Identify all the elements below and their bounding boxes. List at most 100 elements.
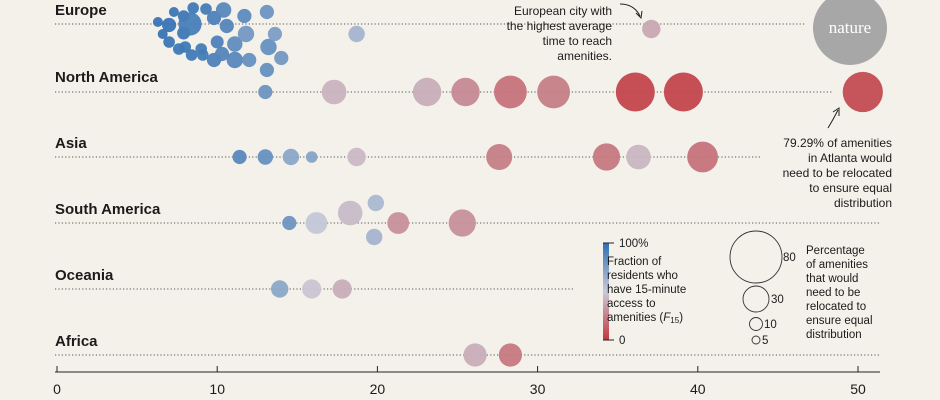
bubble-south-america-53 [337,200,363,226]
bubble-europe-17 [210,35,224,49]
bubble-south-america-52 [305,212,328,234]
atlanta-note-line-3: need to be relocated [783,166,892,180]
color-legend-min: 0 [619,335,625,347]
color-legend: 100% 0 Fraction of residents who have 15… [603,238,686,347]
bubble-europe-14 [200,3,212,15]
atlanta-note-line-4: to ensure equal [809,181,892,195]
x-tick-label-0: 0 [53,381,61,397]
color-legend-label-sub: 15 [670,316,679,325]
region-label-europe: Europe [55,2,107,19]
bubble-asia-49 [626,144,651,170]
bubble-north-america-33 [258,84,273,100]
bubble-europe-13 [197,49,209,61]
bubble-south-america-57 [448,209,476,237]
x-tick-label-10: 10 [209,381,225,397]
color-legend-label-5: amenities (F15) [607,312,683,325]
x-tick-label-50: 50 [850,381,866,397]
size-legend-desc-6: ensure equal [806,315,873,327]
bubble-africa-62 [498,343,522,367]
size-legend-label-10: 10 [764,319,777,331]
size-legend-desc-2: of amenities [806,259,868,271]
bubble-asia-42 [232,149,247,165]
bubble-oceania-59 [302,279,322,299]
bubble-europe-9 [185,49,198,61]
bubble-europe-25 [242,52,257,68]
bubble-asia-47 [486,144,513,170]
size-legend-desc-1: Percentage [806,245,865,257]
bubble-north-america-41 [842,71,883,113]
bubble-africa-61 [463,343,487,367]
atlanta-note-arrowhead [832,107,840,116]
bubble-north-america-39 [615,72,655,112]
bubble-europe-10 [187,2,199,14]
size-legend-label-30: 30 [771,294,784,306]
bubble-europe-1 [157,29,168,39]
bubble-europe-8 [179,41,191,53]
bubble-north-america-34 [321,79,347,105]
x-axis-ticks: 0 10 20 30 40 50 [53,366,866,397]
bubble-europe-0 [152,17,163,27]
atlanta-note-line-2: in Atlanta would [808,151,892,165]
x-tick-label-20: 20 [370,381,386,397]
size-legend: 80 30 10 5 Percentage of amenities that … [729,230,873,347]
bubble-europe-2 [162,17,177,33]
bubble-europe-29 [267,26,282,42]
region-label-oceania: Oceania [55,267,114,284]
nature-logo-text: nature [829,18,871,37]
atlanta-annotation: 79.29% of amenities in Atlanta would nee… [783,107,892,210]
region-label-north-america: North America [55,69,158,86]
bubble-north-america-35 [412,77,442,107]
bubble-europe-3 [163,36,175,48]
europe-note-line-1: European city with [514,4,612,18]
size-legend-label-80: 80 [783,252,796,264]
x-tick-label-40: 40 [690,381,706,397]
atlanta-note-arrow [827,109,839,129]
color-legend-bar [603,243,609,340]
bubble-europe-19 [219,18,234,34]
bubble-south-america-56 [387,212,410,234]
bubble-europe-21 [226,51,243,69]
color-legend-label-close: ) [679,312,683,324]
size-legend-circle-5 [751,335,761,345]
bubble-asia-44 [282,148,300,166]
bubble-europe-18 [214,46,230,62]
bubble-asia-43 [257,149,273,165]
bubble-europe-11 [178,12,202,36]
color-legend-label-var: F [663,312,671,324]
bubble-north-america-36 [451,77,480,107]
size-legend-circle-10 [749,317,763,331]
region-labels: Europe North America Asia South America … [55,2,161,350]
bubble-europe-4 [168,7,179,17]
size-legend-desc-3: that would [806,273,858,285]
bubble-north-america-40 [663,72,703,112]
europe-note-line-2: the highest average [507,19,613,33]
color-legend-label-5-text: amenities ( [607,312,663,324]
nature-logo: nature [813,0,887,65]
bubble-europe-20 [215,2,232,18]
bubble-europe-32 [642,19,661,39]
bubble-europe-22 [227,36,243,52]
size-legend-circle-80 [729,230,783,284]
bubble-asia-48 [592,143,621,171]
bubble-europe-31 [348,25,365,43]
region-label-south-america: South America [55,201,161,218]
nature-logo-badge [813,0,887,65]
size-legend-desc-7: distribution [806,329,862,341]
europe-note-line-4: amenities. [557,49,612,63]
size-legend-desc-4: need to be [806,287,860,299]
europe-note-line-3: time to reach [543,34,612,48]
europe-note-arrowhead [635,10,643,20]
bubble-south-america-54 [367,194,384,212]
bubble-europe-26 [260,38,277,56]
bubble-oceania-58 [271,280,289,298]
region-label-africa: Africa [55,333,98,350]
europe-annotation: European city with the highest average t… [507,3,643,63]
size-legend-desc-5: relocated to [806,301,866,313]
color-legend-max: 100% [619,238,648,250]
bubble-europe-30 [274,50,289,66]
color-legend-label-4: access to [607,298,656,310]
x-tick-label-30: 30 [530,381,546,397]
bubble-north-america-37 [494,75,527,109]
